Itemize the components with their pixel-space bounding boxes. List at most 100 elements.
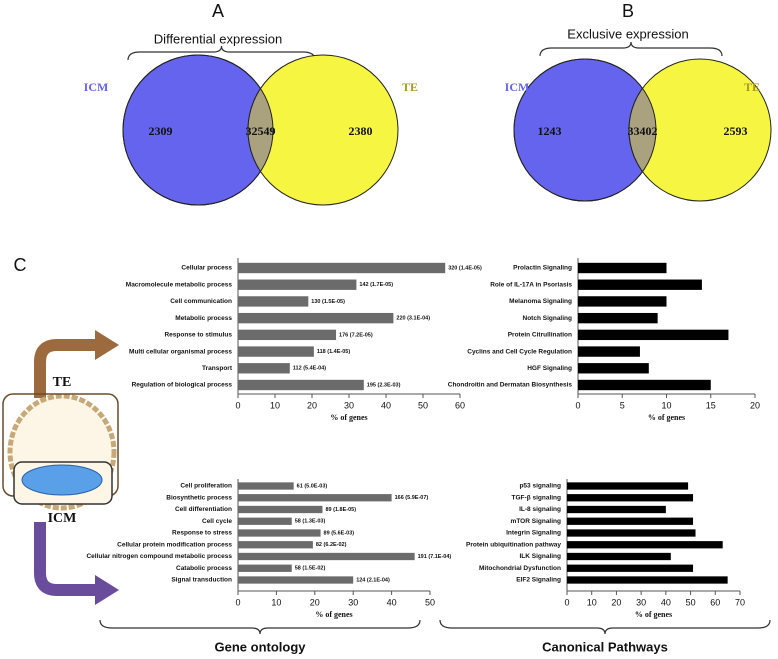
venn-count: 1243 bbox=[538, 124, 562, 138]
category-label: Metabolic process bbox=[175, 315, 232, 322]
bar-label: 176 (7.2E-05) bbox=[339, 332, 373, 338]
category-label: Cell cycle bbox=[202, 518, 232, 525]
x-tick-label: 10 bbox=[587, 597, 597, 607]
bar-label: 89 (1.8E-05) bbox=[325, 507, 356, 513]
category-label: Response to stimulus bbox=[164, 332, 232, 339]
venn-title: Exclusive expression bbox=[567, 26, 688, 41]
bar-label: 191 (7.1E-04) bbox=[418, 554, 452, 560]
category-label: Multi cellular organismal process bbox=[129, 348, 232, 355]
bar bbox=[567, 482, 689, 490]
bar-label: 124 (2.1E-04) bbox=[356, 577, 390, 583]
x-tick-label: 50 bbox=[418, 400, 428, 410]
bar bbox=[238, 363, 290, 374]
x-tick-label: 20 bbox=[310, 597, 320, 607]
x-tick-label: 10 bbox=[661, 400, 671, 410]
category-label: EIF2 Signaling bbox=[516, 577, 561, 584]
panel-letter: B bbox=[622, 1, 634, 21]
venn-outline bbox=[122, 54, 274, 206]
bar-label: 89 (5.6E-03) bbox=[324, 530, 355, 536]
x-tick-label: 70 bbox=[735, 597, 745, 607]
category-label: Chondroitin and Dermatan Biosynthesis bbox=[448, 382, 573, 389]
category-label: Signal transduction bbox=[171, 577, 232, 584]
te-arrow bbox=[34, 339, 95, 398]
category-label: Role of IL-17A in Psoriasis bbox=[490, 281, 572, 288]
x-tick-label: 20 bbox=[750, 400, 760, 410]
bar bbox=[567, 529, 696, 537]
bar bbox=[578, 379, 711, 391]
x-tick-label: 5 bbox=[620, 400, 625, 410]
brace bbox=[539, 41, 723, 57]
category-label: Catabolic process bbox=[176, 565, 232, 572]
bar bbox=[567, 494, 694, 502]
te-label: TE bbox=[53, 375, 72, 390]
category-label: Biosynthetic process bbox=[166, 494, 232, 501]
x-axis-label: % of genes bbox=[648, 413, 685, 422]
bar-label: 58 (1.5E-02) bbox=[295, 566, 326, 572]
bar bbox=[567, 552, 671, 561]
bar bbox=[238, 482, 294, 490]
bar-label: 112 (5.4E-04) bbox=[293, 366, 326, 372]
category-label: Melanoma Signaling bbox=[509, 298, 572, 305]
x-axis-label: % of genes bbox=[315, 610, 352, 619]
category-label: HGF Signaling bbox=[527, 365, 572, 372]
bar-label: 195 (2.3E-03) bbox=[367, 382, 401, 388]
bar bbox=[567, 576, 728, 584]
x-tick-label: 10 bbox=[271, 597, 281, 607]
bar bbox=[567, 505, 666, 514]
bar bbox=[567, 564, 694, 572]
icm-cells bbox=[21, 464, 103, 496]
icm-arrow bbox=[34, 522, 95, 596]
bar bbox=[238, 346, 314, 357]
bar bbox=[567, 517, 694, 525]
bar-label: 61 (5.0E-03) bbox=[297, 483, 328, 489]
venn-count: 2593 bbox=[724, 124, 748, 138]
set-label: ICM bbox=[505, 80, 530, 94]
brace bbox=[439, 619, 771, 635]
category-label: Regulation of biological process bbox=[132, 382, 233, 389]
set-label: TE bbox=[402, 80, 418, 94]
category-label: Protein ubiquitination pathway bbox=[466, 541, 561, 548]
bar-label: 166 (5.9E-07) bbox=[395, 495, 429, 501]
x-tick-label: 50 bbox=[686, 597, 696, 607]
section-label: Canonical Pathways bbox=[542, 639, 668, 654]
bar bbox=[238, 505, 323, 514]
x-tick-label: 10 bbox=[270, 400, 280, 410]
bar bbox=[238, 529, 321, 537]
bar bbox=[567, 541, 723, 549]
icm-arrow-head bbox=[95, 575, 119, 605]
bar bbox=[238, 379, 364, 391]
category-label: Cellular protein modification process bbox=[117, 541, 232, 548]
category-label: TGF-β signaling bbox=[512, 494, 561, 501]
venn-count: 32549 bbox=[246, 124, 276, 138]
x-tick-label: 20 bbox=[611, 597, 621, 607]
bar bbox=[578, 346, 640, 357]
x-axis-label: % of genes bbox=[330, 413, 367, 422]
category-label: Cell differentiation bbox=[175, 506, 232, 513]
x-tick-label: 0 bbox=[575, 400, 580, 410]
venn-overlap bbox=[628, 59, 656, 201]
bar bbox=[238, 279, 357, 290]
category-label: p53 signaling bbox=[519, 483, 561, 490]
venn-title: Differential expression bbox=[154, 31, 282, 46]
bar bbox=[578, 312, 658, 324]
panel-letter: A bbox=[212, 1, 224, 21]
set-label: TE bbox=[744, 80, 760, 94]
venn-outline bbox=[513, 58, 657, 202]
x-tick-label: 30 bbox=[344, 400, 354, 410]
x-tick-label: 0 bbox=[235, 400, 240, 410]
venn-count: 2380 bbox=[349, 124, 373, 138]
category-label: Notch Signaling bbox=[523, 315, 573, 322]
bar-label: 130 (1.5E-05) bbox=[311, 299, 345, 305]
category-label: Macromolecule metabolic process bbox=[126, 281, 233, 288]
category-label: Protein Citrullination bbox=[508, 332, 572, 339]
bar bbox=[238, 494, 392, 502]
category-label: ILK Signaling bbox=[519, 553, 561, 560]
category-label: Cell proliferation bbox=[180, 483, 232, 490]
x-axis-label: % of genes bbox=[635, 610, 672, 619]
bar-label: 220 (3.1E-04) bbox=[396, 316, 430, 322]
bar bbox=[578, 363, 649, 374]
category-label: Cellular nitrogen compound metabolic pro… bbox=[86, 553, 232, 560]
bar-label: 320 (1.4E-05) bbox=[448, 265, 482, 271]
category-label: Response to stress bbox=[172, 530, 232, 537]
